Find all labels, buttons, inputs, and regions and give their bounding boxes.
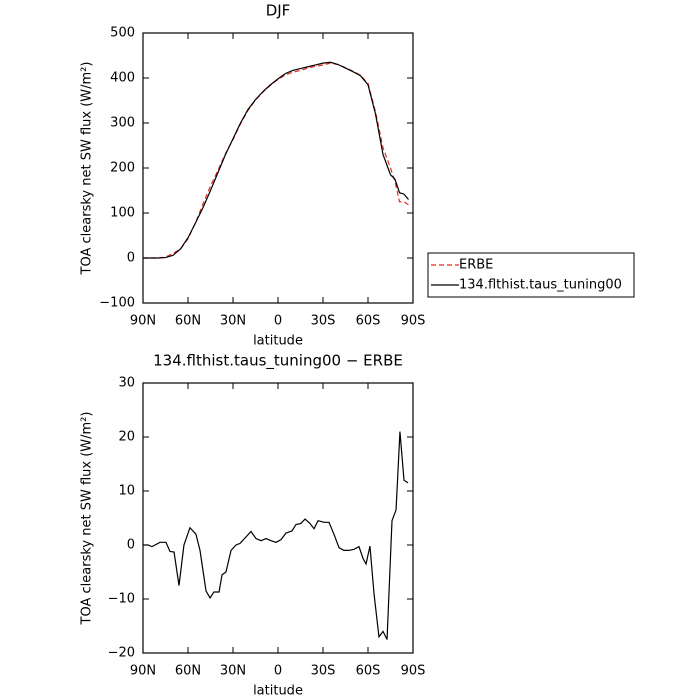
x-tick-label: 30S: [311, 664, 336, 679]
x-tick-label: 60S: [356, 314, 381, 329]
y-tick-label: 0: [127, 538, 135, 553]
data-line: [143, 61, 409, 259]
y-tick-label: 0: [127, 251, 135, 266]
x-tick-label: 90S: [401, 664, 426, 679]
x-tick-label: 60N: [175, 664, 201, 679]
y-tick-label: −10: [108, 592, 135, 607]
x-tick-label: 90S: [401, 314, 426, 329]
x-axis-label: latitude: [253, 684, 303, 699]
x-tick-label: 60S: [356, 664, 381, 679]
x-tick-label: 30N: [220, 664, 246, 679]
y-tick-label: 10: [118, 484, 135, 499]
x-tick-label: 30S: [311, 314, 336, 329]
data-line: [143, 62, 409, 259]
x-tick-label: 0: [274, 664, 282, 679]
y-tick-label: 30: [118, 376, 135, 391]
x-tick-label: 90N: [130, 314, 156, 329]
legend-label: 134.flthist.taus_tuning00: [459, 278, 622, 293]
y-tick-label: 200: [110, 161, 135, 176]
x-tick-label: 60N: [175, 314, 201, 329]
y-tick-label: 500: [110, 26, 135, 41]
x-tick-label: 90N: [130, 664, 156, 679]
y-tick-label: 400: [110, 71, 135, 86]
chart-title: 134.flthist.taus_tuning00 − ERBE: [153, 352, 403, 371]
y-axis-label: TOA clearsky net SW flux (W/m²): [80, 62, 95, 276]
y-tick-label: −100: [99, 296, 135, 311]
legend-box: [427, 252, 635, 298]
x-tick-label: 0: [274, 314, 282, 329]
chart-title: DJF: [266, 2, 291, 20]
data-line: [143, 431, 409, 640]
legend-label: ERBE: [459, 258, 493, 273]
y-tick-label: −20: [108, 646, 135, 661]
y-tick-label: 20: [118, 430, 135, 445]
plot-frame: [142, 32, 414, 304]
x-tick-label: 30N: [220, 314, 246, 329]
x-axis-label: latitude: [253, 334, 303, 349]
y-tick-label: 300: [110, 116, 135, 131]
y-tick-label: 100: [110, 206, 135, 221]
y-axis-label: TOA clearsky net SW flux (W/m²): [80, 412, 95, 626]
plot-frame: [142, 382, 414, 654]
